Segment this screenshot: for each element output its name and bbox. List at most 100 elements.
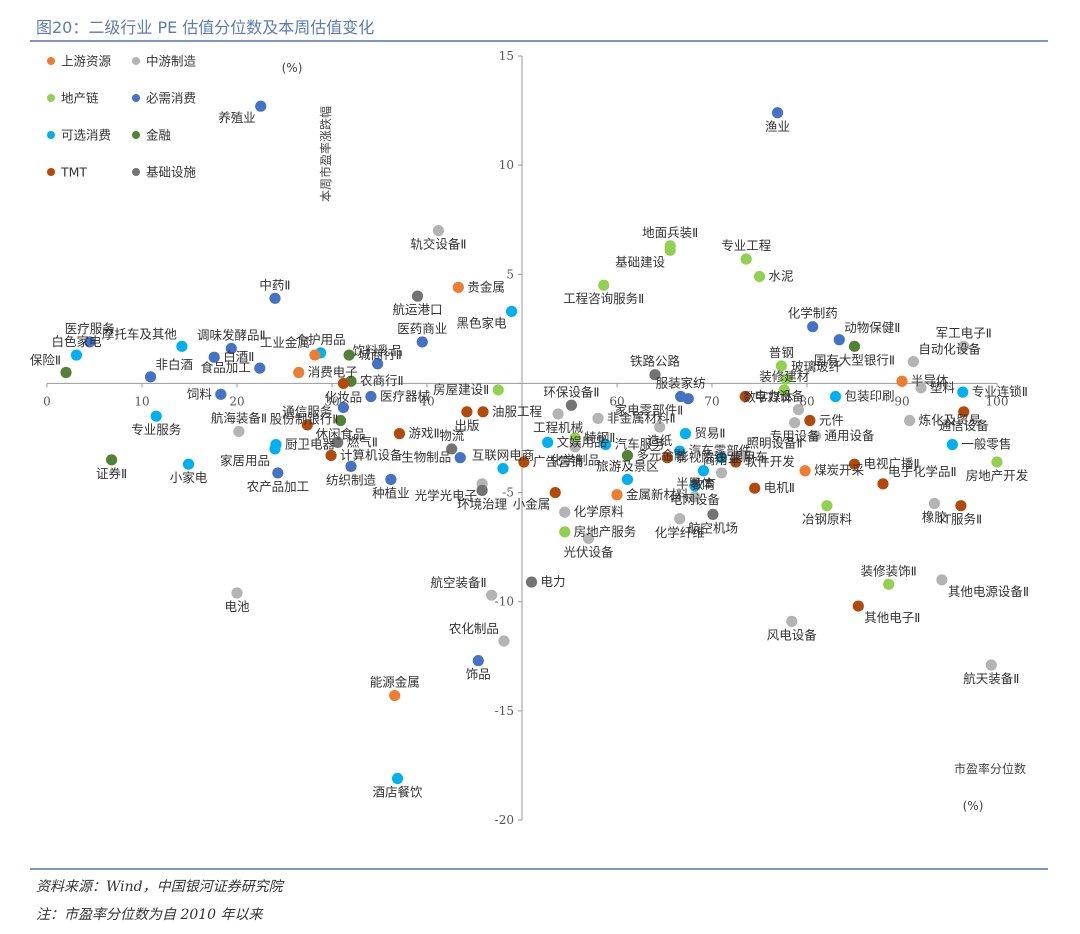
data-point [682,393,694,405]
data-point [715,452,728,464]
point-label: 化学制药 [788,306,838,321]
x-tick-label: 80 [799,394,814,408]
point-label: 燃气Ⅱ [347,434,378,449]
data-point [525,576,538,588]
point-label: 计算机设备 [340,447,403,462]
x-tick-label: 100 [986,394,1009,408]
x-tick-label: 70 [704,394,719,408]
data-point [904,414,916,427]
data-point [293,366,305,379]
point-label: 房屋建设Ⅱ [433,382,489,397]
point-label: 航空机场 [688,520,738,535]
data-point [476,484,488,496]
data-point [416,336,428,348]
point-label: 房地产服务 [574,524,637,539]
x-axis-unit: (%) [963,799,984,813]
point-label: 炼化及贸易 [919,413,982,428]
data-point [325,449,337,462]
data-point [883,578,895,590]
y-tick-label: -5 [502,486,514,500]
point-label: 小家电 [170,470,208,485]
data-point [461,406,473,418]
point-label: 物流 [439,428,465,443]
point-label: 游戏Ⅱ [408,426,439,441]
point-label: 出版 [454,418,480,433]
data-point [852,600,864,612]
data-point [542,436,554,448]
data-point [928,497,940,510]
legend-marker [132,57,140,65]
legend-marker [132,94,140,102]
point-label: 其他电源设备Ⅱ [948,584,1029,599]
x-tick-label: 40 [419,394,434,408]
data-point [848,458,861,470]
point-label: 油服工程 [492,404,543,419]
data-point [991,456,1003,468]
data-point [337,377,349,390]
data-point [486,589,498,601]
top-rule [30,40,1048,42]
legend-marker [47,94,55,102]
legend-marker [47,168,55,176]
data-point [569,432,581,444]
point-label: 水泥 [769,268,794,283]
data-point [345,460,357,472]
data-point [518,456,530,468]
point-label: 自动化设备 [918,342,981,357]
data-point [552,408,564,420]
point-label: 调味发酵品Ⅱ [197,328,266,343]
point-label: 化学纤维 [655,525,705,540]
x-tick-label: 0 [43,394,51,408]
point-label: 酒店餐饮 [373,785,424,800]
point-label: 食品加工 [201,360,251,375]
data-point [208,351,220,363]
point-label: 多元金融 [636,447,687,462]
point-label: 影视院线 [676,450,727,465]
point-label: 其他电子Ⅱ [864,610,920,625]
point-label: 饲料 [187,386,213,401]
point-label: 汽车零部件 [689,443,752,458]
point-label: 厨卫电器 [285,437,336,452]
data-point [472,655,484,667]
data-point [215,388,227,400]
data-point [182,458,195,470]
legend-entry: 上游资源 [61,54,112,69]
point-label: 航海装备Ⅱ [211,410,267,425]
point-label: 航天装备Ⅱ [963,671,1019,686]
point-label: 动物保健Ⅱ [844,320,900,335]
data-point [957,386,969,398]
data-point [269,292,281,304]
legend-entry: 基础设施 [146,165,197,180]
data-point [792,404,805,416]
point-label: 金属新材料 [626,487,689,502]
data-point [150,410,162,422]
data-point [946,438,958,451]
point-label: 电视广播Ⅱ [864,456,920,471]
point-label: 医药商业 [397,321,447,336]
point-label: 摩托车及其他 [102,326,178,341]
data-point [780,373,792,385]
data-point [799,465,811,477]
legend-entry: 中游制造 [146,54,197,69]
point-label: 汽车服务 [615,437,665,452]
data-point [955,500,967,512]
data-point [565,399,578,411]
point-label: 铁路公路 [630,354,681,369]
point-label: 股份制银行Ⅱ [270,411,339,426]
y-axis-label: 本周市盈率涨跌幅 [318,106,333,202]
data-point [84,336,96,348]
point-label: 电机Ⅱ [764,480,795,495]
point-label: 渔业 [765,119,790,134]
point-label: 通信设备 [939,418,990,433]
data-point [582,532,595,545]
legend-marker [47,57,55,65]
data-point [549,486,561,499]
data-point [505,305,518,317]
bottom-rule [30,868,1048,870]
point-label: 塑料 [930,380,956,395]
x-tick-label: 60 [609,394,624,408]
data-point [452,281,464,293]
point-label: 证券Ⅱ [96,466,127,481]
data-point [877,478,889,490]
